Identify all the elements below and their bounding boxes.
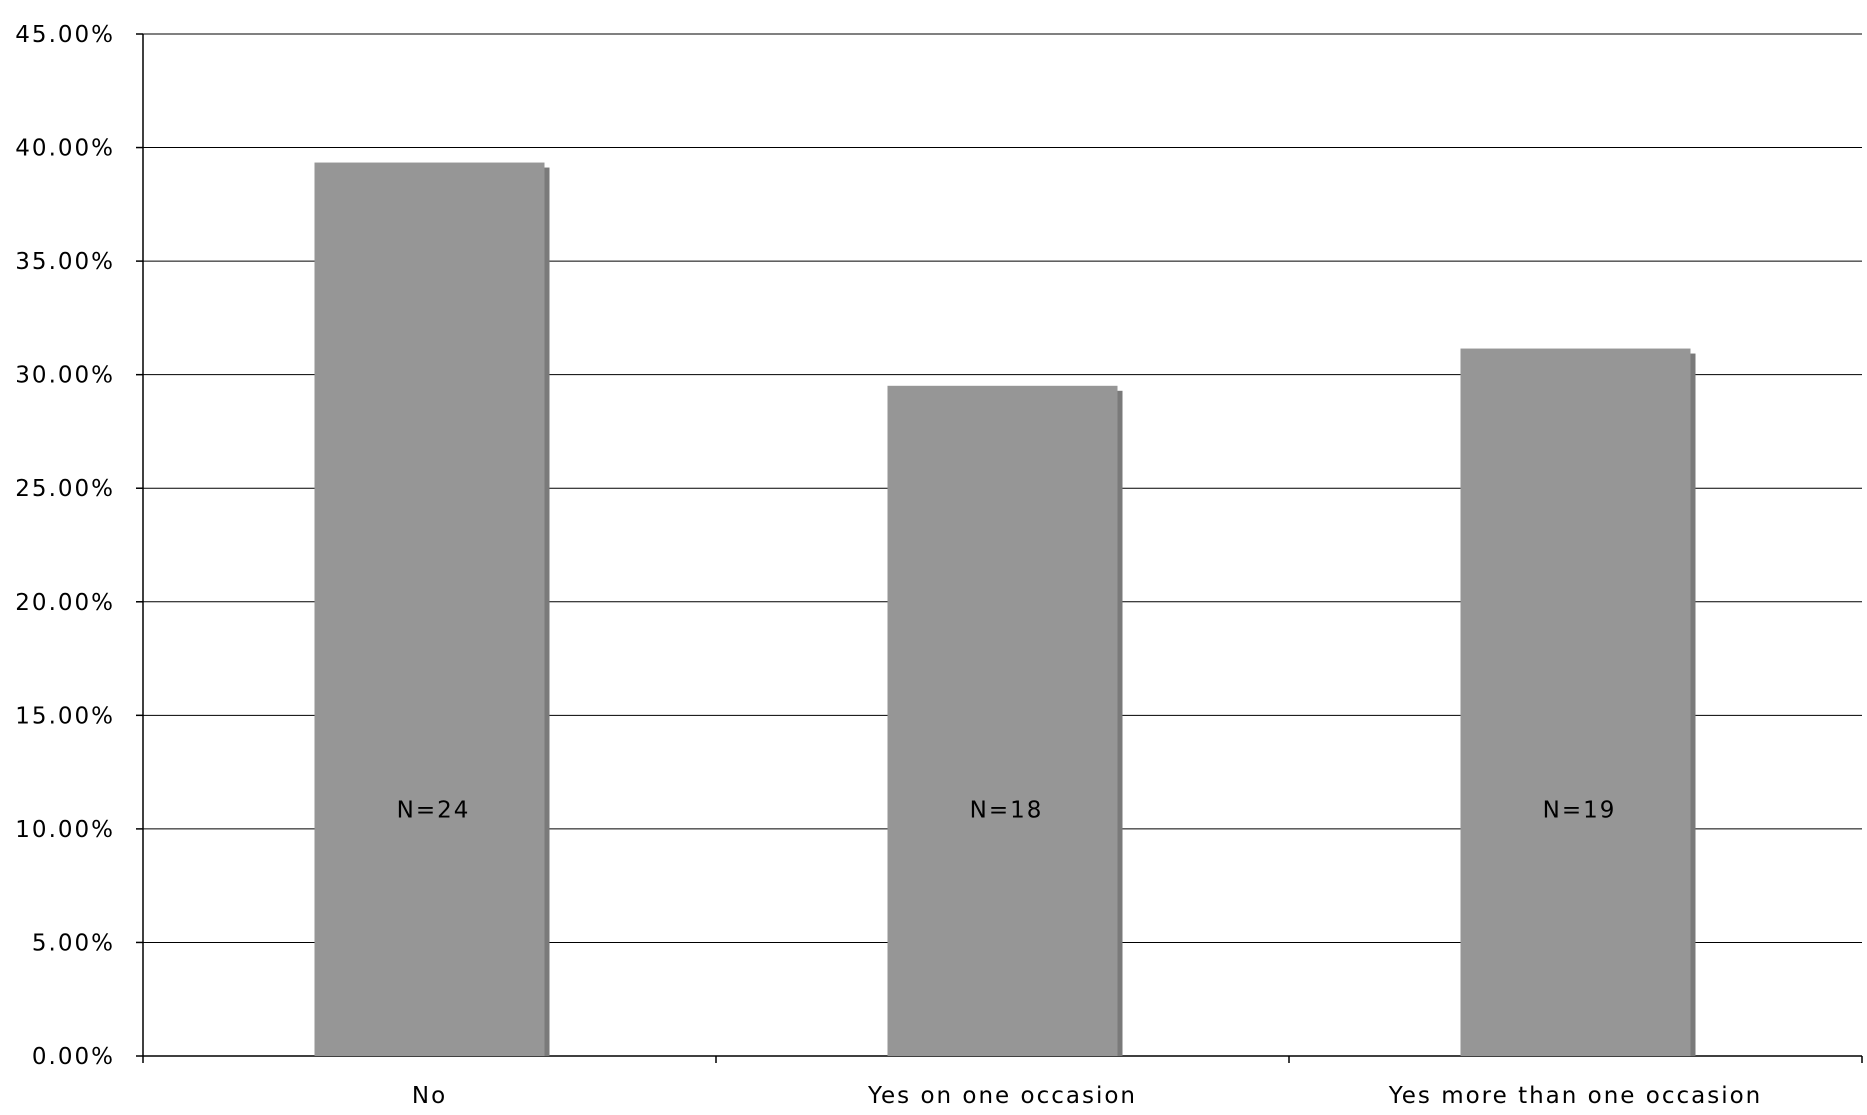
y-tick-label: 30.00% xyxy=(15,363,115,389)
bar xyxy=(887,385,1118,1056)
y-tick-label: 0.00% xyxy=(32,1044,115,1070)
y-tick-label: 25.00% xyxy=(15,476,115,502)
y-tick-label: 40.00% xyxy=(15,136,115,162)
bar xyxy=(1460,348,1691,1056)
y-tick-label: 5.00% xyxy=(32,930,115,956)
labels: 0.00% 5.00% 10.00% 15.00% 20.00% 25.00% 30.00%… xyxy=(15,22,1763,1109)
data-label: N=18 xyxy=(970,798,1044,824)
y-tick-label: 45.00% xyxy=(15,22,115,48)
x-tick-label: Yes more than one occasion xyxy=(1388,1083,1763,1109)
bars xyxy=(314,162,1696,1056)
y-tick-label: 35.00% xyxy=(15,249,115,275)
x-tick-label: No xyxy=(412,1083,447,1109)
x-tick-label: Yes on one occasion xyxy=(867,1083,1137,1109)
y-tick-label: 20.00% xyxy=(15,590,115,616)
data-label: N=19 xyxy=(1543,798,1617,824)
data-label: N=24 xyxy=(397,798,471,824)
y-tick-label: 15.00% xyxy=(15,703,115,729)
bar xyxy=(314,162,545,1056)
y-tick-label: 10.00% xyxy=(15,817,115,843)
